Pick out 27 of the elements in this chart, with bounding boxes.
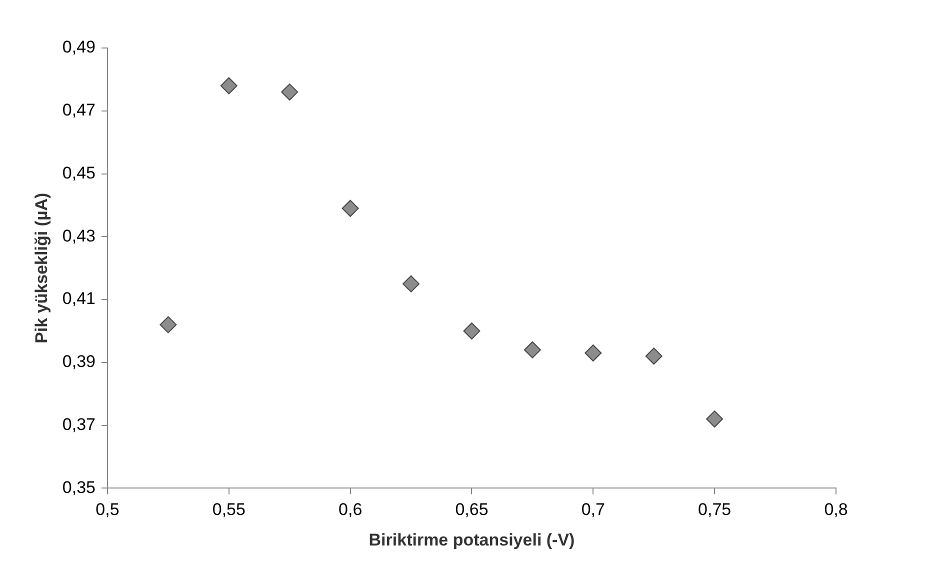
y-tick-label: 0,45 — [62, 163, 96, 182]
point — [645, 348, 662, 365]
x-tick-label: 0,55 — [212, 500, 246, 520]
point — [706, 410, 724, 428]
point — [342, 200, 359, 217]
y-tick-label: 0,43 — [62, 226, 96, 246]
point — [402, 275, 420, 292]
x-tick-label: 0,6 — [338, 500, 362, 520]
point — [281, 84, 298, 101]
x-axis-title: Biriktirme potansiyeli (-V) — [368, 530, 575, 550]
y-axis-title: Pik yüksekliği (µA) — [32, 192, 51, 344]
y-tick-label: 0,35 — [62, 478, 96, 497]
point — [463, 322, 480, 340]
y-tick-label: 0,39 — [62, 352, 96, 372]
y-tick-label: 0,49 — [62, 38, 96, 57]
x-tick-label: 0,75 — [698, 500, 732, 520]
x-tick-label: 0,65 — [455, 500, 488, 520]
point — [160, 316, 177, 334]
point — [220, 77, 238, 94]
x-tick-label: 0,8 — [824, 500, 848, 520]
point — [524, 341, 541, 358]
y-tick-label: 0,41 — [62, 289, 96, 308]
x-tick-label: 0,7 — [581, 500, 605, 520]
x-tick-label: 0,5 — [96, 500, 120, 520]
point — [584, 344, 602, 362]
y-tick-label: 0,37 — [62, 415, 96, 434]
y-tick-label: 0,47 — [62, 100, 96, 120]
